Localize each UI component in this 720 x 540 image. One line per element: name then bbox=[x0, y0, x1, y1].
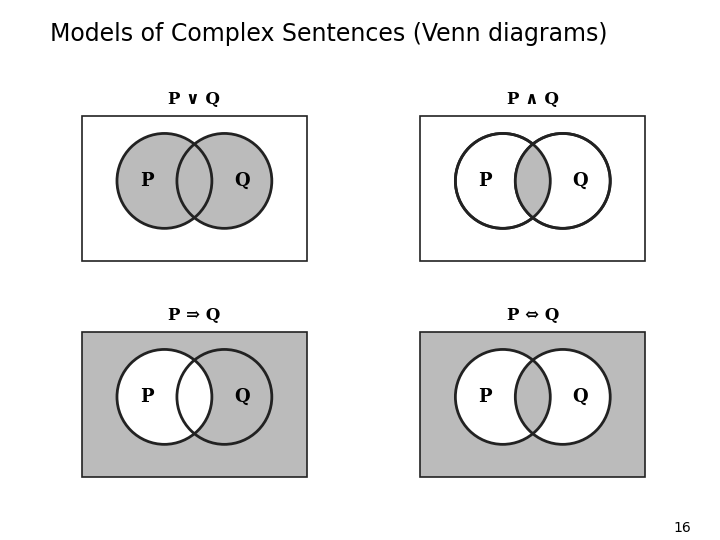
Text: P ∧ Q: P ∧ Q bbox=[507, 91, 559, 108]
Circle shape bbox=[177, 133, 272, 228]
Text: P: P bbox=[479, 388, 492, 406]
Text: Models of Complex Sentences (Venn diagrams): Models of Complex Sentences (Venn diagra… bbox=[50, 22, 608, 45]
Text: P ⇒ Q: P ⇒ Q bbox=[168, 307, 220, 324]
Text: P ⇔ Q: P ⇔ Q bbox=[507, 307, 559, 324]
Bar bbox=[420, 332, 645, 477]
Text: P: P bbox=[140, 388, 154, 406]
Bar bbox=[420, 116, 645, 261]
Text: Q: Q bbox=[234, 388, 250, 406]
Circle shape bbox=[177, 349, 272, 444]
Text: Q: Q bbox=[234, 172, 250, 190]
Circle shape bbox=[455, 349, 550, 444]
Circle shape bbox=[516, 133, 611, 228]
Text: 16: 16 bbox=[673, 521, 691, 535]
Circle shape bbox=[117, 349, 212, 444]
Bar bbox=[82, 332, 307, 477]
Text: P: P bbox=[140, 172, 154, 190]
Text: Q: Q bbox=[572, 388, 588, 406]
Circle shape bbox=[455, 133, 550, 228]
Text: P ∨ Q: P ∨ Q bbox=[168, 91, 220, 108]
Circle shape bbox=[117, 133, 212, 228]
Text: P: P bbox=[479, 172, 492, 190]
Circle shape bbox=[455, 133, 550, 228]
Bar bbox=[82, 116, 307, 261]
Text: Q: Q bbox=[572, 172, 588, 190]
Circle shape bbox=[455, 349, 550, 444]
Circle shape bbox=[516, 349, 611, 444]
